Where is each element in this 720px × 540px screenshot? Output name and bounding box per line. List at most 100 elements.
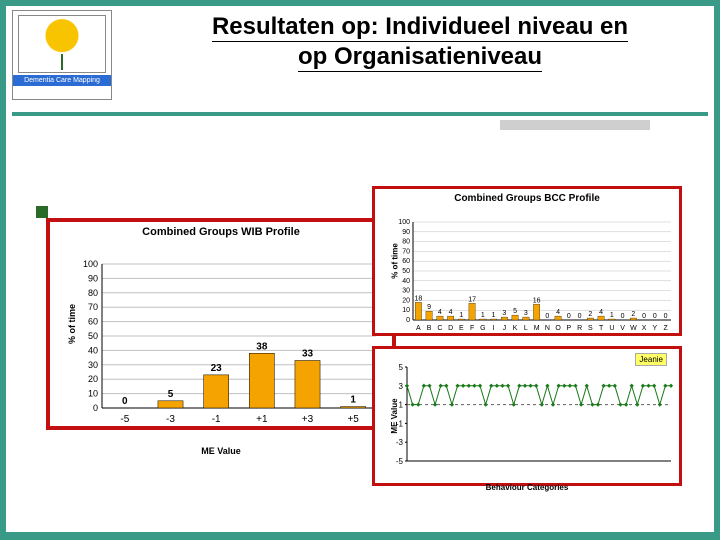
svg-text:40: 40 [402, 278, 410, 285]
svg-text:K: K [513, 325, 518, 332]
svg-text:38: 38 [256, 341, 268, 352]
svg-text:0: 0 [545, 313, 549, 320]
bcc-plot-svg: 010203040506070809010018A9B4C4D1E17F1G1I… [375, 206, 679, 350]
svg-text:80: 80 [402, 239, 410, 246]
svg-text:T: T [599, 325, 604, 332]
svg-text:D: D [448, 325, 453, 332]
frame-border-top [0, 0, 720, 6]
svg-text:U: U [609, 325, 614, 332]
svg-text:9: 9 [427, 304, 431, 311]
svg-text:20: 20 [402, 297, 410, 304]
svg-text:4: 4 [449, 309, 453, 316]
svg-text:+5: +5 [347, 414, 359, 425]
svg-text:5: 5 [513, 308, 517, 315]
svg-text:2: 2 [631, 311, 635, 318]
svg-text:I: I [493, 325, 495, 332]
svg-text:10: 10 [402, 307, 410, 314]
svg-text:0: 0 [406, 317, 410, 324]
svg-text:17: 17 [468, 296, 476, 303]
svg-text:-1: -1 [212, 414, 221, 425]
wib-chart: Combined Groups WIB Profile % of time 0 1… [46, 218, 396, 430]
svg-text:3: 3 [399, 382, 404, 391]
svg-text:60: 60 [88, 317, 98, 327]
svg-text:50: 50 [402, 268, 410, 275]
svg-text:1: 1 [610, 312, 614, 319]
bcc-title: Combined Groups BCC Profile [375, 189, 679, 206]
svg-text:5: 5 [168, 389, 174, 400]
svg-text:1: 1 [399, 401, 404, 410]
svg-text:-3: -3 [166, 414, 175, 425]
logo-sunflower-icon [18, 15, 106, 73]
svg-text:18: 18 [414, 295, 422, 302]
svg-text:1: 1 [492, 312, 496, 319]
svg-text:M: M [534, 325, 540, 332]
wib-plot-svg: 01020304050607080901000-55-323-138+133+3… [50, 240, 392, 444]
logo-box: Dementia Care Mapping [12, 10, 112, 100]
line-xlabel: Behaviour Categories [375, 483, 679, 492]
svg-text:P: P [567, 325, 572, 332]
line-plot-svg: -5-3-1135 [375, 349, 679, 483]
svg-text:80: 80 [88, 288, 98, 298]
title-line-2: op Organisatieniveau [298, 43, 542, 72]
frame-border-bottom [0, 532, 720, 540]
svg-text:1: 1 [481, 312, 485, 319]
svg-text:+1: +1 [256, 414, 268, 425]
svg-text:3: 3 [502, 310, 506, 317]
svg-text:Z: Z [663, 325, 668, 332]
wib-title: Combined Groups WIB Profile [50, 222, 392, 240]
svg-text:60: 60 [402, 258, 410, 265]
svg-text:0: 0 [567, 313, 571, 320]
svg-text:0: 0 [653, 313, 657, 320]
line-ylabel: ME Value [390, 398, 399, 433]
svg-text:O: O [555, 325, 561, 332]
svg-text:W: W [630, 325, 637, 332]
svg-text:B: B [427, 325, 432, 332]
svg-text:30: 30 [402, 288, 410, 295]
svg-text:16: 16 [533, 297, 541, 304]
svg-text:Y: Y [653, 325, 658, 332]
wib-ylabel: % of time [67, 304, 77, 344]
svg-text:90: 90 [402, 229, 410, 236]
svg-text:1: 1 [350, 395, 356, 406]
svg-text:4: 4 [556, 309, 560, 316]
svg-text:-5: -5 [396, 457, 404, 466]
svg-text:X: X [642, 325, 647, 332]
svg-text:C: C [437, 325, 442, 332]
svg-text:F: F [470, 325, 474, 332]
svg-text:0: 0 [93, 403, 98, 413]
line-legend: Jeanie [635, 353, 667, 366]
svg-text:R: R [577, 325, 582, 332]
svg-text:V: V [620, 325, 625, 332]
logo-caption: Dementia Care Mapping [13, 75, 111, 86]
svg-text:S: S [588, 325, 593, 332]
divider-line [12, 112, 708, 116]
bcc-chart: Combined Groups BCC Profile % of time 01… [372, 186, 682, 336]
svg-text:70: 70 [402, 248, 410, 255]
svg-text:5: 5 [399, 363, 404, 372]
svg-text:20: 20 [88, 374, 98, 384]
divider-shadow [500, 120, 650, 130]
svg-text:E: E [459, 325, 464, 332]
svg-text:2: 2 [588, 311, 592, 318]
frame-border-left [0, 0, 6, 540]
line-chart: Jeanie ME Value -5-3-1135 Behaviour Cate… [372, 346, 682, 486]
svg-text:4: 4 [599, 309, 603, 316]
svg-text:3: 3 [524, 310, 528, 317]
svg-text:0: 0 [621, 313, 625, 320]
svg-text:1: 1 [459, 312, 463, 319]
svg-text:100: 100 [398, 219, 410, 226]
wib-xlabel: ME Value [50, 444, 392, 456]
svg-text:+3: +3 [302, 414, 314, 425]
svg-text:G: G [480, 325, 485, 332]
page-title: Resultaten op: Individueel niveau en op … [150, 12, 690, 72]
svg-text:4: 4 [438, 309, 442, 316]
corner-accent [36, 206, 48, 218]
svg-text:40: 40 [88, 345, 98, 355]
title-line-1: Resultaten op: Individueel niveau en [212, 13, 628, 42]
svg-text:L: L [524, 325, 528, 332]
svg-text:90: 90 [88, 273, 98, 283]
svg-text:50: 50 [88, 331, 98, 341]
svg-text:100: 100 [83, 259, 98, 269]
svg-text:0: 0 [664, 313, 668, 320]
svg-text:70: 70 [88, 302, 98, 312]
